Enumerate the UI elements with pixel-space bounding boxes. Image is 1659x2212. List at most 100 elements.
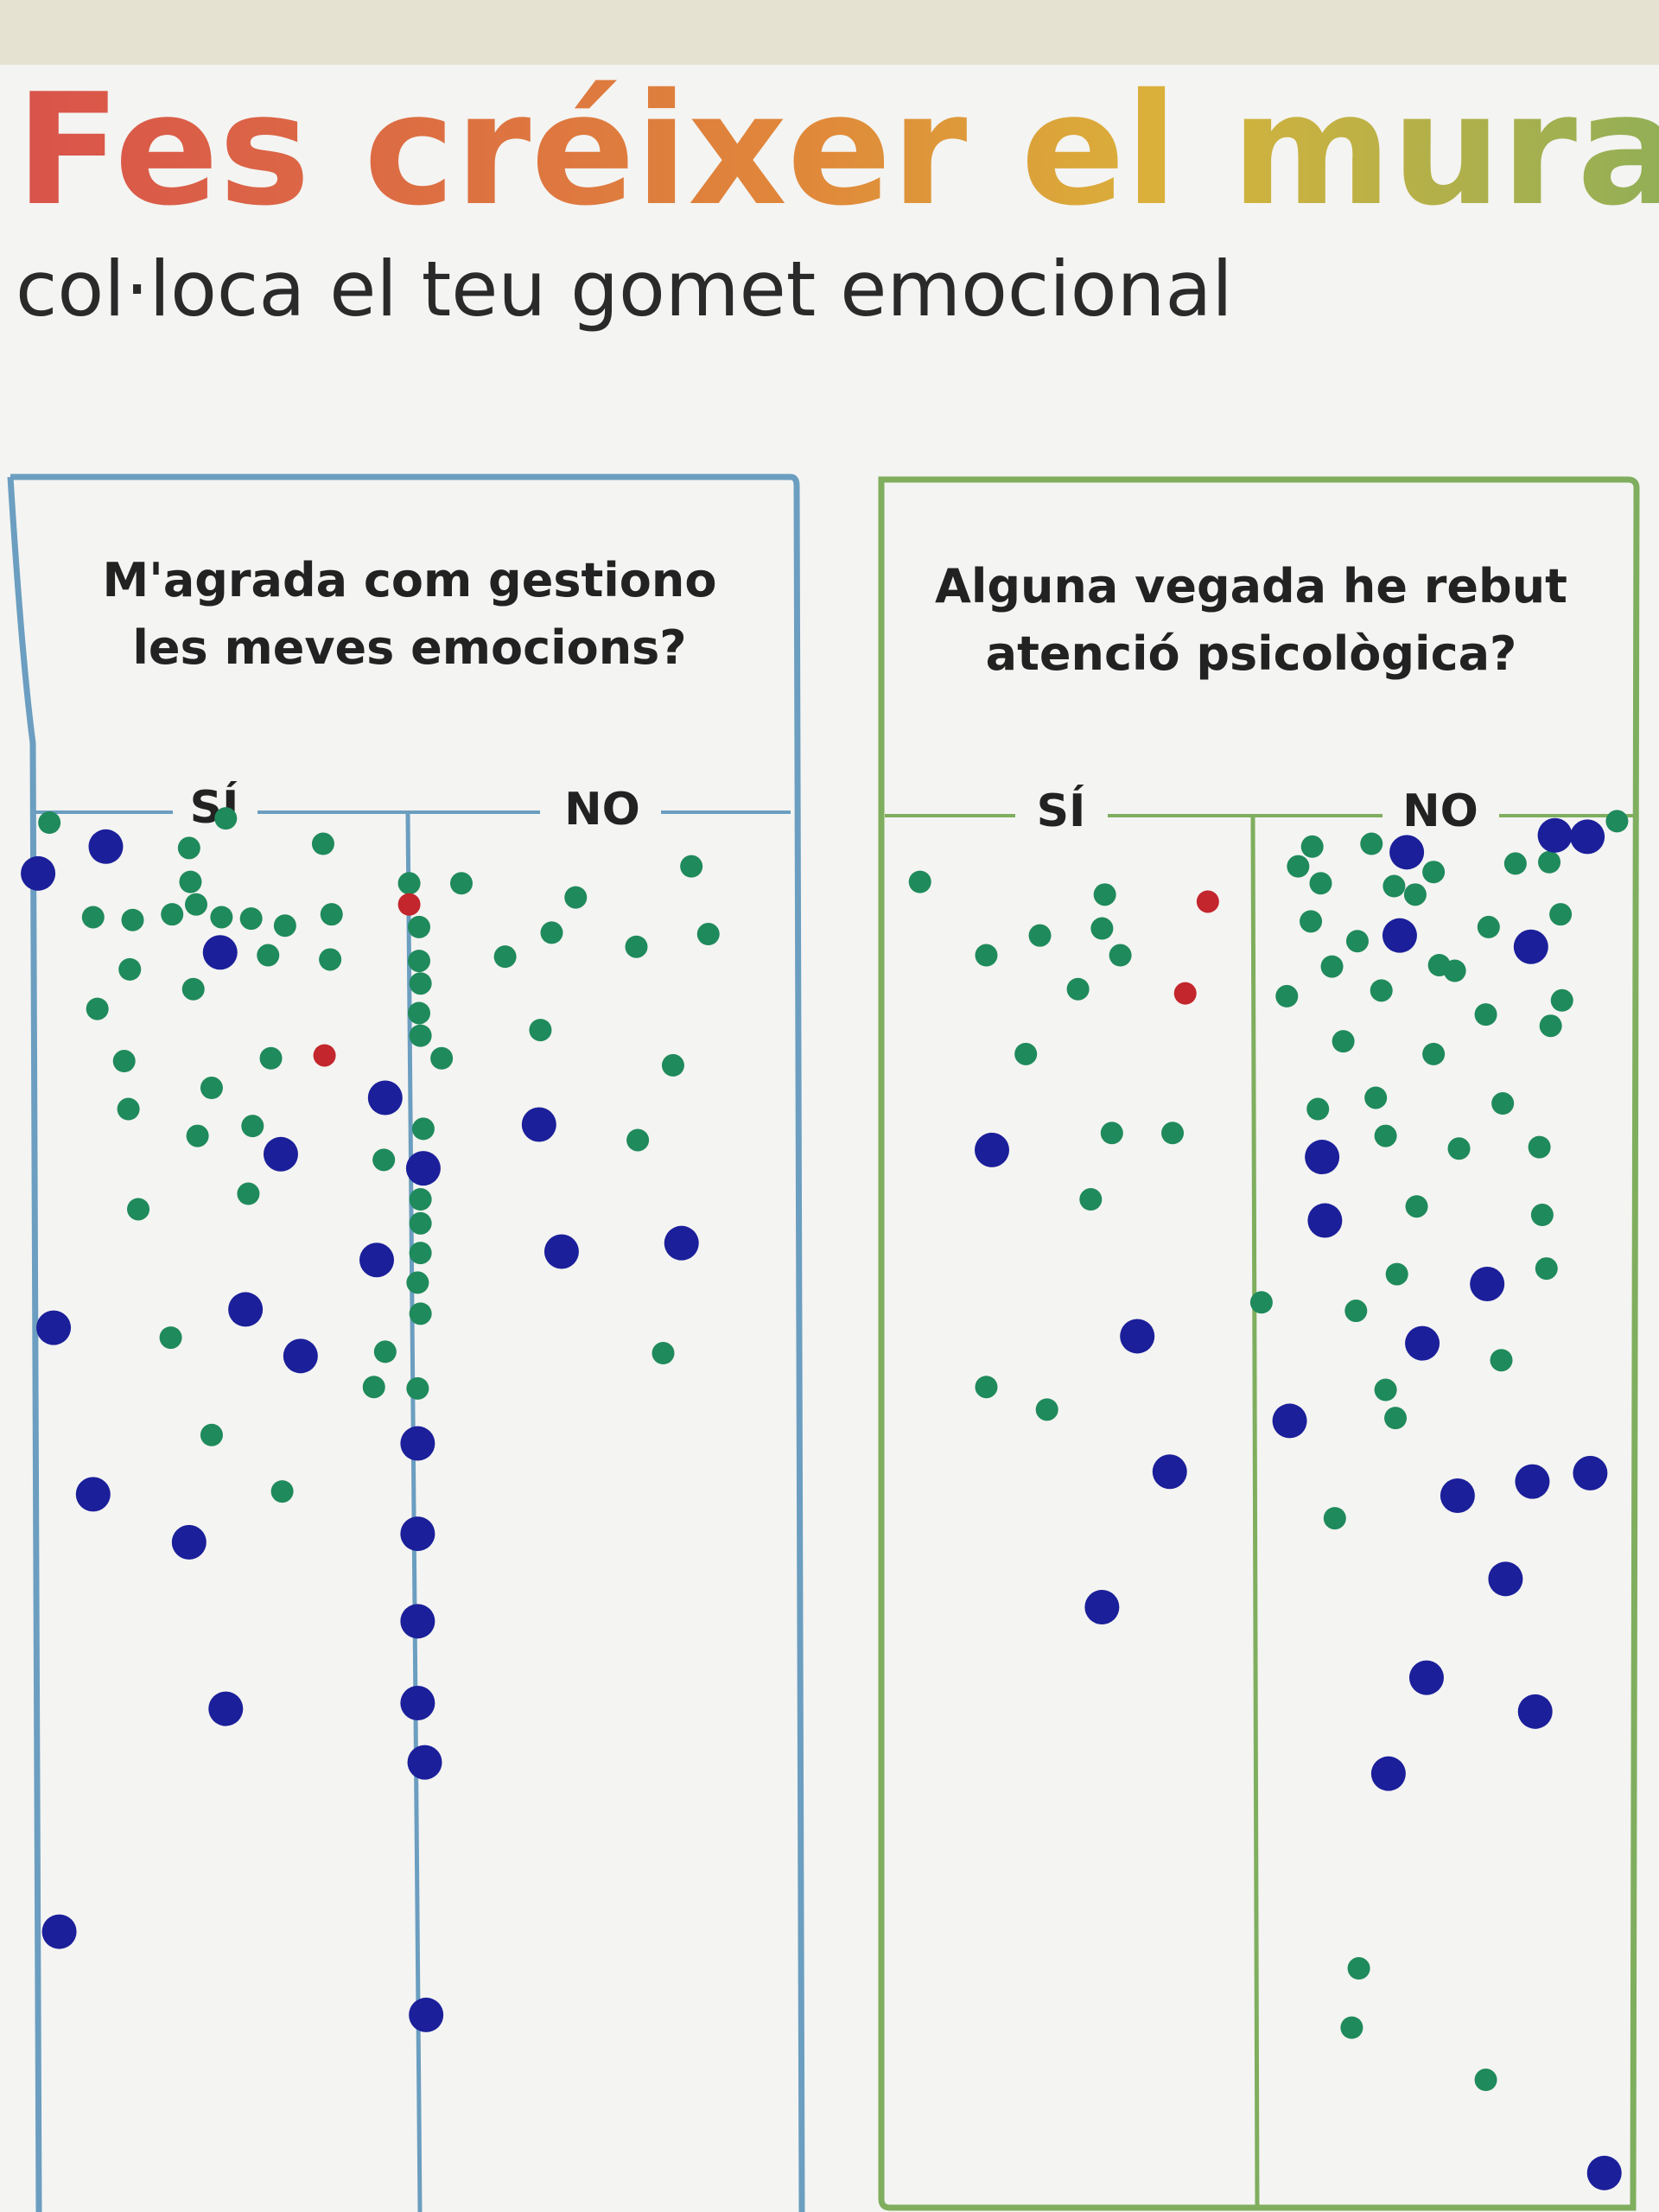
- sticker-dot: [975, 944, 998, 967]
- no-label: NO: [1402, 785, 1478, 837]
- sticker-dot: [1347, 1957, 1370, 1980]
- sticker-dot: [409, 972, 432, 995]
- sticker-dot: [41, 1914, 77, 1949]
- sticker-dot: [1272, 1403, 1307, 1439]
- sticker-dot: [626, 1128, 650, 1152]
- title: Fes créixer el mural:: [16, 60, 1659, 239]
- sticker-dot: [202, 935, 238, 970]
- sticker-dot: [36, 1310, 72, 1345]
- sticker-dot: [259, 1046, 283, 1070]
- sticker-dot: [1120, 1319, 1155, 1354]
- sticker-dot: [263, 1136, 298, 1172]
- sticker-dot: [372, 1148, 396, 1172]
- sticker-dot: [1537, 817, 1573, 853]
- sticker-dot: [1161, 1122, 1185, 1145]
- no-label: NO: [564, 784, 640, 836]
- sticker-dot: [362, 1376, 385, 1399]
- sticker-dot: [311, 832, 334, 855]
- sticker-dot: [543, 1234, 579, 1269]
- sticker-dot: [1275, 984, 1299, 1007]
- sticker-dot: [1084, 1589, 1120, 1624]
- sticker-dot: [1345, 930, 1369, 953]
- sticker-dot: [974, 1132, 1009, 1167]
- sticker-dot: [652, 1342, 675, 1365]
- sticker-dot: [38, 811, 61, 835]
- sticker-dot: [373, 1340, 397, 1363]
- sticker-dot: [1370, 979, 1393, 1002]
- sticker-dot: [117, 1097, 140, 1121]
- sticker-dot: [1332, 1030, 1355, 1053]
- sticker-dot: [664, 1225, 699, 1261]
- sticker-dot: [1474, 1003, 1497, 1027]
- sticker-dot: [1306, 1097, 1330, 1121]
- sticker-dot: [283, 1338, 318, 1374]
- sticker-dot: [118, 957, 142, 981]
- sticker-dot: [408, 950, 431, 973]
- sticker-dot: [409, 1024, 432, 1047]
- sticker-dot: [1477, 915, 1500, 938]
- sticker-dot: [1173, 982, 1197, 1005]
- sticker-dot: [1320, 955, 1344, 978]
- sticker-dot: [1447, 1137, 1471, 1160]
- sticker-dot: [409, 1188, 432, 1211]
- question-line: Alguna vegada he rebut: [935, 559, 1567, 613]
- sticker-dot: [1384, 1407, 1408, 1430]
- sticker-dot: [210, 906, 233, 929]
- sticker-dot: [1515, 1464, 1550, 1499]
- sticker-dot: [409, 1302, 432, 1325]
- sticker-dot: [200, 1077, 223, 1100]
- sticker-dot: [409, 1997, 444, 2032]
- sticker-dot: [75, 1477, 111, 1512]
- sticker-dot: [159, 1326, 182, 1350]
- sticker-dot: [1323, 1507, 1346, 1530]
- sticker-dot: [359, 1243, 395, 1278]
- sticker-dot: [1309, 872, 1332, 895]
- sticker-dot: [407, 1745, 442, 1780]
- sticker-dot: [1028, 924, 1052, 947]
- sticker-dot: [273, 914, 296, 938]
- sticker-dot: [171, 1524, 207, 1560]
- sticker-dot: [88, 829, 124, 864]
- sticker-dot: [241, 1115, 264, 1138]
- sticker-dot: [1014, 1042, 1038, 1065]
- sticker-dot: [1570, 819, 1605, 855]
- sticker-dot: [409, 1242, 432, 1265]
- sticker-dot: [405, 1151, 441, 1186]
- sticker-dot: [127, 1198, 150, 1221]
- sticker-dot: [908, 870, 931, 893]
- sticker-dot: [1344, 1300, 1368, 1323]
- sticker-dot: [400, 1426, 435, 1461]
- sticker-dot: [214, 807, 238, 830]
- sticker-dot: [1488, 1561, 1523, 1597]
- sticker-dot: [449, 872, 473, 895]
- sticker-dot: [1305, 1140, 1340, 1175]
- sticker-dot: [408, 915, 431, 938]
- sticker-dot: [257, 944, 280, 967]
- sticker-dot: [521, 1107, 556, 1142]
- sticker-dot: [975, 1376, 998, 1399]
- sticker-dot: [184, 893, 207, 916]
- sticker-dot: [1287, 855, 1310, 878]
- sticker-dot: [1340, 2016, 1363, 2039]
- sticker-dot: [1385, 1262, 1408, 1286]
- sticker-dot: [1249, 1291, 1273, 1314]
- sticker-dot: [21, 855, 56, 891]
- sticker-dot: [625, 935, 648, 958]
- sticker-dot: [1470, 1267, 1505, 1302]
- sticker-dot: [1422, 861, 1446, 884]
- sticker-dot: [1528, 1135, 1551, 1159]
- sticker-dot: [1374, 1378, 1397, 1402]
- sticker-dot: [493, 945, 517, 969]
- sticker-dot: [1513, 929, 1548, 964]
- sticker-dot: [1539, 1014, 1562, 1038]
- sticker-dot: [411, 1117, 435, 1141]
- sticker-dot: [397, 893, 421, 916]
- sticker-dot: [1549, 903, 1573, 926]
- sticker-dot: [1152, 1454, 1187, 1490]
- sticker-dot: [1586, 2155, 1622, 2190]
- sticker-dot: [1403, 883, 1427, 906]
- sticker-dot: [1605, 810, 1629, 833]
- sticker-dot: [1382, 874, 1406, 898]
- sticker-dot: [430, 1046, 454, 1070]
- sticker-dot: [1090, 917, 1114, 940]
